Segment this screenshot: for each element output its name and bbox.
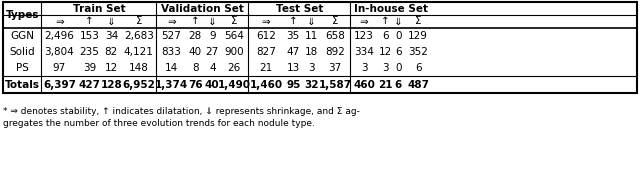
- Text: ⇒: ⇒: [262, 16, 271, 27]
- Text: 9: 9: [209, 31, 216, 41]
- Text: 21: 21: [378, 80, 392, 89]
- Text: 123: 123: [355, 31, 374, 41]
- Text: 427: 427: [78, 80, 100, 89]
- Text: 11: 11: [305, 31, 318, 41]
- Text: gregates the number of three evolution trends for each nodule type.: gregates the number of three evolution t…: [3, 120, 316, 128]
- Text: ↑: ↑: [381, 16, 390, 27]
- Text: Solid: Solid: [10, 47, 35, 57]
- Text: 1,490: 1,490: [218, 80, 251, 89]
- Text: 27: 27: [205, 47, 219, 57]
- Text: ⇓: ⇓: [107, 16, 116, 27]
- Text: 6: 6: [395, 47, 401, 57]
- Text: Test Set: Test Set: [276, 3, 323, 14]
- Text: ↑: ↑: [191, 16, 200, 27]
- Text: 6,952: 6,952: [122, 80, 156, 89]
- Text: 827: 827: [257, 47, 276, 57]
- Text: 235: 235: [79, 47, 99, 57]
- Text: ⇒: ⇒: [167, 16, 176, 27]
- Text: 612: 612: [257, 31, 276, 41]
- Text: 334: 334: [355, 47, 374, 57]
- Text: 34: 34: [105, 31, 118, 41]
- Text: ⇓: ⇓: [208, 16, 217, 27]
- Text: 40: 40: [205, 80, 220, 89]
- Text: 8: 8: [192, 63, 198, 73]
- Text: 82: 82: [105, 47, 118, 57]
- Text: 487: 487: [407, 80, 429, 89]
- Text: ↑: ↑: [289, 16, 298, 27]
- Text: 37: 37: [328, 63, 342, 73]
- Text: Σ: Σ: [136, 16, 142, 27]
- Text: 2,496: 2,496: [44, 31, 74, 41]
- Text: GGN: GGN: [10, 31, 35, 41]
- Text: 833: 833: [161, 47, 181, 57]
- Text: ⇓: ⇓: [307, 16, 316, 27]
- Text: 900: 900: [225, 47, 244, 57]
- Text: 18: 18: [305, 47, 318, 57]
- Text: 35: 35: [287, 31, 300, 41]
- Text: 6: 6: [382, 31, 388, 41]
- Text: 352: 352: [408, 47, 428, 57]
- Text: 148: 148: [129, 63, 148, 73]
- Text: Σ: Σ: [231, 16, 237, 27]
- Text: 527: 527: [161, 31, 181, 41]
- Text: 76: 76: [188, 80, 203, 89]
- Text: 0: 0: [395, 31, 401, 41]
- Text: 12: 12: [378, 47, 392, 57]
- Text: PS: PS: [16, 63, 29, 73]
- Text: 21: 21: [260, 63, 273, 73]
- Text: 658: 658: [325, 31, 345, 41]
- Text: 39: 39: [83, 63, 96, 73]
- Text: 40: 40: [189, 47, 202, 57]
- Text: 26: 26: [228, 63, 241, 73]
- Text: 153: 153: [79, 31, 99, 41]
- Text: In-house Set: In-house Set: [354, 3, 428, 14]
- Text: 4: 4: [209, 63, 216, 73]
- Text: 1,374: 1,374: [155, 80, 188, 89]
- Text: ⇓: ⇓: [394, 16, 403, 27]
- Text: Validation Set: Validation Set: [161, 3, 244, 14]
- Text: 1,460: 1,460: [250, 80, 283, 89]
- Text: Train Set: Train Set: [72, 3, 125, 14]
- Text: 47: 47: [287, 47, 300, 57]
- Text: 129: 129: [408, 31, 428, 41]
- Text: 32: 32: [304, 80, 319, 89]
- Text: 6: 6: [394, 80, 402, 89]
- Text: 6: 6: [415, 63, 422, 73]
- Text: 95: 95: [286, 80, 300, 89]
- Text: Σ: Σ: [415, 16, 421, 27]
- Text: 1,587: 1,587: [319, 80, 352, 89]
- Text: 4,121: 4,121: [124, 47, 154, 57]
- Text: 12: 12: [105, 63, 118, 73]
- Text: 3: 3: [382, 63, 388, 73]
- Text: 3: 3: [308, 63, 314, 73]
- Text: 892: 892: [325, 47, 345, 57]
- Text: 6,397: 6,397: [43, 80, 76, 89]
- Text: 3,804: 3,804: [45, 47, 74, 57]
- Text: 13: 13: [287, 63, 300, 73]
- Text: 3: 3: [361, 63, 367, 73]
- Text: * ⇒ denotes stability, ↑ indicates dilatation, ⇓ represents shrinkage, and Σ ag-: * ⇒ denotes stability, ↑ indicates dilat…: [3, 107, 360, 117]
- Text: 97: 97: [52, 63, 66, 73]
- Text: 564: 564: [225, 31, 244, 41]
- Text: 2,683: 2,683: [124, 31, 154, 41]
- Text: ⇒: ⇒: [55, 16, 64, 27]
- Text: Types: Types: [6, 10, 39, 20]
- Text: 128: 128: [100, 80, 122, 89]
- Text: 460: 460: [353, 80, 375, 89]
- Text: Totals: Totals: [5, 80, 40, 89]
- Text: ⇒: ⇒: [360, 16, 369, 27]
- Text: 28: 28: [189, 31, 202, 41]
- Text: ↑: ↑: [85, 16, 94, 27]
- Text: Σ: Σ: [332, 16, 339, 27]
- Text: 0: 0: [395, 63, 401, 73]
- Text: 14: 14: [164, 63, 178, 73]
